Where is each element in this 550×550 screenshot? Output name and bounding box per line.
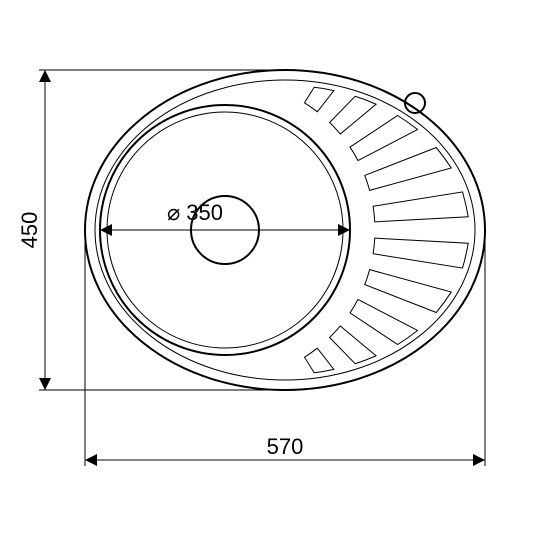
dim-height-label: 450 <box>17 212 42 249</box>
drainboard-rib <box>330 96 376 134</box>
drainboard-rib <box>330 326 376 364</box>
drainboard-rib <box>373 192 468 222</box>
drainboard-rib <box>304 87 333 112</box>
dim-width-label: 570 <box>267 434 304 459</box>
dim-diameter-label: ⌀ 350 <box>167 200 223 225</box>
drainboard-rib <box>365 148 452 191</box>
drainboard-rib <box>304 348 333 373</box>
drainboard-rib <box>365 270 452 313</box>
drainboard-rib <box>350 116 418 161</box>
drainboard-rib <box>350 299 418 344</box>
drainboard-rib <box>373 238 468 268</box>
